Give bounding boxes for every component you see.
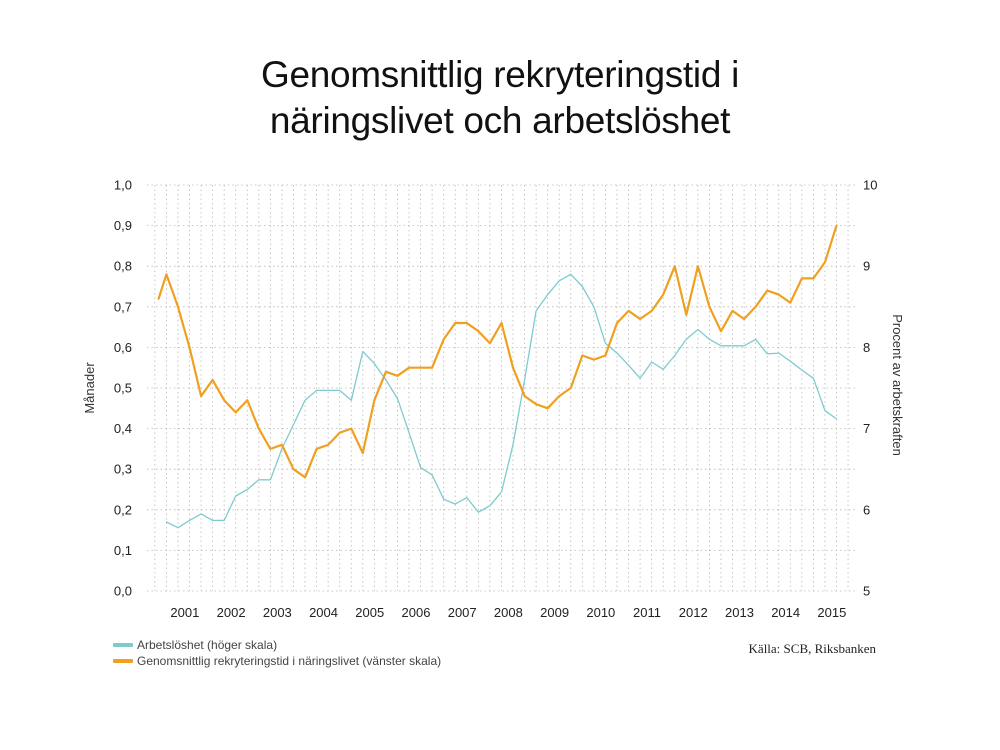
y-axis-right-label: Procent av arbetskraften	[890, 314, 905, 456]
x-tick-label: 2005	[355, 605, 384, 620]
axis-ticks: 0,0 0,1 0,2 0,3 0,4 0,5 0,6 0,7 0,8 0,9 1,0 5 6 7 8 9 10…	[114, 178, 878, 621]
y-right-tick-label: 10	[863, 178, 877, 193]
x-tick-label: 2009	[540, 605, 569, 620]
y-left-tick-label: 0,0	[114, 584, 132, 599]
x-tick-label: 2011	[633, 605, 661, 620]
y-left-tick-label: 0,9	[114, 218, 132, 233]
chart-title-line-1: Genomsnittlig rekryteringstid i	[260, 54, 740, 95]
grid-lines	[147, 184, 855, 592]
y-left-tick-label: 0,2	[114, 502, 132, 517]
x-tick-label: 2008	[494, 605, 523, 620]
x-tick-label: 2013	[725, 605, 754, 620]
y-left-tick-label: 0,1	[114, 543, 132, 558]
legend-item-unemployment: Arbetslöshet (höger skala)	[113, 637, 441, 653]
legend: Arbetslöshet (höger skala) Genomsnittlig…	[113, 637, 441, 669]
chart-title: Genomsnittlig rekryteringstid i näringsl…	[0, 52, 1000, 144]
x-tick-label: 2003	[263, 605, 292, 620]
x-tick-label: 2001	[170, 605, 199, 620]
y-left-tick-label: 0,8	[114, 259, 132, 274]
x-tick-label: 2014	[771, 605, 800, 620]
y-axis-left-label: Månader	[82, 362, 97, 414]
y-left-tick-label: 0,6	[114, 340, 132, 355]
series-line-recruitment	[157, 224, 838, 479]
x-tick-label: 2015	[817, 605, 846, 620]
source-note: Källa: SCB, Riksbanken	[748, 641, 876, 656]
y-right-tick-label: 9	[863, 259, 870, 274]
y-right-tick-label: 6	[863, 502, 870, 517]
x-tick-label: 2010	[586, 605, 615, 620]
y-left-tick-label: 0,7	[114, 299, 132, 314]
x-tick-label: 2006	[402, 605, 431, 620]
y-right-tick-label: 5	[863, 584, 870, 599]
y-left-tick-label: 0,3	[114, 462, 132, 477]
legend-swatch-unemployment	[113, 643, 133, 647]
x-tick-label: 2012	[679, 605, 708, 620]
x-tick-label: 2007	[448, 605, 477, 620]
y-left-tick-label: 1,0	[114, 178, 132, 193]
y-right-tick-label: 8	[863, 340, 870, 355]
x-tick-label: 2004	[309, 605, 338, 620]
x-tick-label: 2002	[217, 605, 246, 620]
legend-label-recruitment: Genomsnittlig rekryteringstid i näringsl…	[137, 654, 442, 668]
y-left-tick-label: 0,5	[114, 381, 132, 396]
y-left-tick-label: 0,4	[114, 421, 132, 436]
series-line-unemployment	[165, 273, 838, 529]
chart-title-line-2: näringslivet och arbetslöshet	[269, 100, 731, 141]
legend-label-unemployment: Arbetslöshet (höger skala)	[137, 638, 278, 652]
y-right-tick-label: 7	[863, 421, 870, 436]
series-lines	[157, 224, 838, 529]
legend-swatch-recruitment	[113, 659, 133, 663]
legend-item-recruitment: Genomsnittlig rekryteringstid i näringsl…	[113, 653, 441, 669]
